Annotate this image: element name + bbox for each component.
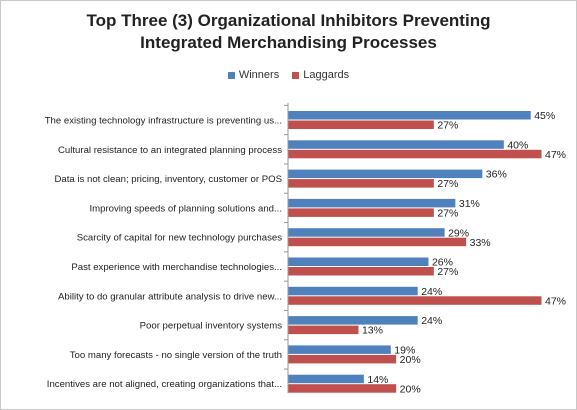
bar-winners bbox=[288, 345, 391, 354]
data-label-winners: 14% bbox=[367, 374, 388, 386]
data-label-winners: 40% bbox=[507, 139, 528, 151]
category-label: Ability to do granular attribute analysi… bbox=[58, 291, 282, 302]
bar-winners bbox=[288, 316, 418, 325]
category-label: Improving speeds of planning solutions a… bbox=[89, 203, 282, 214]
category-label: Cultural resistance to an integrated pla… bbox=[58, 145, 282, 156]
bar-winners bbox=[288, 198, 456, 208]
legend-label-laggards: Laggards bbox=[303, 69, 350, 81]
bar-laggards bbox=[288, 354, 397, 364]
bar-winners bbox=[288, 169, 483, 179]
bar-winners bbox=[288, 140, 504, 149]
bar-winners bbox=[288, 286, 418, 296]
bar-laggards bbox=[288, 325, 359, 335]
bar-laggards bbox=[288, 296, 542, 305]
data-label-laggards: 47% bbox=[545, 295, 566, 307]
legend-swatch-winners bbox=[227, 71, 235, 79]
data-label-winners: 19% bbox=[394, 344, 415, 356]
chart-title: Top Three (3) Organizational Inhibitors … bbox=[0, 10, 577, 54]
legend-item-winners: Winners bbox=[227, 69, 280, 81]
data-label-laggards: 27% bbox=[437, 120, 458, 132]
category-label: Scarcity of capital for new technology p… bbox=[77, 233, 283, 244]
data-label-laggards: 27% bbox=[437, 207, 458, 219]
bar-laggards bbox=[288, 149, 542, 159]
legend-swatch-laggards bbox=[292, 71, 300, 79]
bar-laggards bbox=[288, 267, 434, 276]
bar-winners bbox=[288, 111, 531, 120]
category-label: The existing technology infrastructure i… bbox=[45, 116, 282, 127]
category-label: Data is not clean; pricing, inventory, c… bbox=[54, 174, 282, 185]
category-label: Poor perpetual inventory systems bbox=[140, 321, 283, 332]
data-label-laggards: 27% bbox=[437, 178, 458, 190]
data-label-winners: 29% bbox=[448, 227, 469, 239]
data-label-winners: 45% bbox=[534, 110, 555, 122]
bar-winners bbox=[288, 257, 429, 266]
bar-laggards bbox=[288, 179, 434, 188]
data-label-laggards: 47% bbox=[545, 149, 566, 161]
legend-item-laggards: Laggards bbox=[292, 69, 349, 81]
data-label-laggards: 33% bbox=[470, 237, 491, 249]
data-label-laggards: 20% bbox=[400, 354, 421, 366]
bar-winners bbox=[288, 228, 445, 237]
data-label-laggards: 13% bbox=[362, 325, 383, 337]
category-label: Past experience with merchandise technol… bbox=[71, 262, 282, 273]
bar-winners bbox=[288, 374, 364, 384]
category-label: Too many forecasts - no single version o… bbox=[70, 350, 282, 361]
bar-laggards bbox=[288, 120, 434, 129]
category-label: Incentives are not aligned, creating org… bbox=[47, 379, 282, 390]
data-label-laggards: 27% bbox=[437, 266, 458, 278]
data-label-winners: 36% bbox=[486, 169, 507, 181]
data-label-laggards: 20% bbox=[400, 383, 421, 395]
chart-title-line1: Top Three (3) Organizational Inhibitors … bbox=[86, 11, 491, 30]
data-label-winners: 26% bbox=[432, 257, 453, 269]
bar-laggards bbox=[288, 208, 434, 217]
chart-legend: Winners Laggards bbox=[0, 69, 577, 82]
data-label-winners: 24% bbox=[421, 286, 442, 298]
bar-laggards bbox=[288, 237, 467, 247]
legend-label-winners: Winners bbox=[238, 69, 280, 81]
chart-title-line2: Integrated Merchandising Processes bbox=[140, 33, 437, 52]
data-label-winners: 31% bbox=[459, 198, 480, 210]
data-label-winners: 24% bbox=[421, 315, 442, 327]
bar-laggards bbox=[288, 384, 397, 393]
